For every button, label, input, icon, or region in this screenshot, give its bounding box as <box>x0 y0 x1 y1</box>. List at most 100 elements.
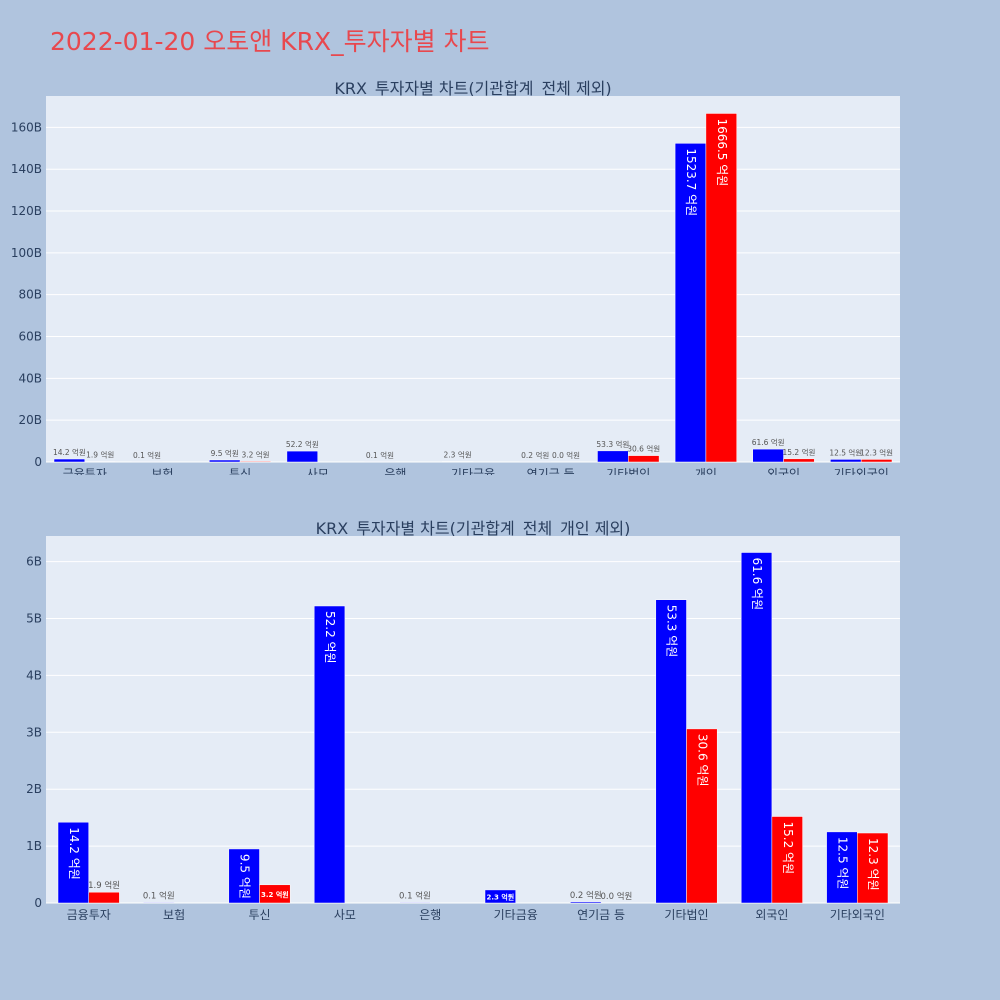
chart-excluding-individual: KRX_투자자별 차트(기관합계_전체_개인 제외) 0 1B 2B 3B 4B 5B 6B 금… <box>26 519 900 920</box>
bar-value-label: 1.9 억원 <box>88 880 120 891</box>
bar-value-label: 0.2 억원 <box>570 890 602 901</box>
x-tick-label: 은행 <box>419 907 441 920</box>
bar-sell <box>783 458 815 463</box>
bar-value-label: 61.6 억원 <box>752 438 785 447</box>
bar-value-label: 1.9 억원 <box>86 451 114 460</box>
x-tick-label: 기타금융 <box>451 467 495 475</box>
x-tick-label: 보험 <box>151 467 173 475</box>
y-tick-label: 120B <box>11 204 42 218</box>
bar-value-label: 0.2 억원 <box>521 451 549 460</box>
bar-value-label: 0.1 억원 <box>133 451 161 460</box>
x-tick-label: 금융투자 <box>67 908 111 920</box>
x-tick-label: 사모 <box>307 467 329 475</box>
y-tick-label: 0 <box>34 455 42 469</box>
x-tick-label: 기타법인 <box>606 467 650 475</box>
x-tick-label: 기타법인 <box>664 908 708 920</box>
bar-buy <box>143 902 175 904</box>
bar-value-label: 14.2 억원 <box>53 448 86 457</box>
y-tick-label: 6B <box>26 555 42 569</box>
bar-buy <box>484 889 516 904</box>
y-tick-label: 2B <box>26 782 42 796</box>
bar-buy <box>286 450 318 463</box>
bar-sell <box>628 455 660 463</box>
x-tick-label: 보험 <box>163 908 185 920</box>
bar-buy <box>570 901 602 904</box>
bar-buy <box>826 831 858 904</box>
x-tick-label: 기타외국인 <box>834 467 889 475</box>
x-tick-label: 금융투자 <box>63 467 107 475</box>
bar-buy <box>830 459 862 463</box>
y-tick-label: 3B <box>26 725 42 739</box>
bar-sell <box>259 884 291 904</box>
x-tick-label: 투신 <box>248 908 270 920</box>
bar-value-label: 52.2 억원 <box>323 611 337 664</box>
bar-buy <box>57 821 89 904</box>
bar-value-label: 0.1 억원 <box>366 451 394 460</box>
bar-sell <box>686 728 718 904</box>
y-tick-label: 20B <box>18 413 42 427</box>
bar-sell <box>239 461 272 463</box>
x-tick-label: 연기금 등 <box>577 908 625 920</box>
bar-sell <box>857 832 889 904</box>
bar-value-label: 30.6 억원 <box>695 734 709 787</box>
bar-value-label: 0.0 억원 <box>601 891 633 902</box>
bar-value-label: 12.5 억원 <box>829 448 862 457</box>
y-tick-label: 100B <box>11 246 42 260</box>
bar-value-label: 53.3 억원 <box>665 605 679 658</box>
y-tick-label: 4B <box>26 668 42 682</box>
bar-value-label: 52.2 억원 <box>286 440 319 449</box>
bar-value-label: 15.2 억원 <box>783 448 816 457</box>
y-tick-label: 160B <box>11 120 42 134</box>
y-tick-label: 5B <box>26 612 42 626</box>
bar-value-label: 9.5 억원 <box>238 854 252 899</box>
y-tick-label: 80B <box>18 288 42 302</box>
x-tick-label: 은행 <box>384 466 406 475</box>
bar-value-label: 9.5 억원 <box>211 449 239 458</box>
bar-value-label: 3.2 억원 <box>261 890 289 899</box>
x-tick-label: 외국인 <box>755 908 788 920</box>
bar-value-label: 12.3 억원 <box>866 838 880 891</box>
bar-sell <box>88 891 120 904</box>
x-tick-label: 사모 <box>334 908 356 920</box>
bar-value-label: 0.0 억원 <box>552 451 580 460</box>
x-tick-label: 외국인 <box>767 467 800 475</box>
bar-value-label: 15.2 억원 <box>781 822 795 875</box>
bar-value-label: 53.3 억원 <box>596 440 629 449</box>
x-tick-label: 기타금융 <box>494 908 538 920</box>
bar-value-label: 3.2 억원 <box>241 450 269 459</box>
bar-value-label: 1523.7 억원 <box>684 148 698 216</box>
bar-value-label: 12.3 억원 <box>860 448 893 457</box>
chart-excluding-institution-total: KRX_투자자별 차트(기관합계_전체 제외) 0 20B 40B 60B 80B 100B… <box>11 79 900 475</box>
bar-buy <box>740 552 773 904</box>
x-tick-label: 투신 <box>229 467 251 475</box>
bar-value-label: 12.5 억원 <box>835 837 849 890</box>
page-title: 2022-01-20 오토앤 KRX_투자자별 차트 <box>50 27 490 56</box>
bar-buy <box>228 848 260 904</box>
y-tick-label: 1B <box>26 839 42 853</box>
bar-value-label: 2.3 억원 <box>444 451 472 460</box>
bar-value-label: 2.3 억원 <box>486 892 514 901</box>
y-tick-label: 40B <box>18 371 42 385</box>
bar-value-label: 61.6 억원 <box>750 558 764 611</box>
bar-buy <box>313 605 346 904</box>
plot-area <box>46 96 900 462</box>
bar-buy <box>53 458 86 463</box>
bar-buy <box>752 448 784 463</box>
bar-sell <box>860 459 893 463</box>
bar-buy <box>399 902 431 904</box>
x-tick-label: 연기금 등 <box>527 467 575 475</box>
chart-title: KRX_투자자별 차트(기관합계_전체_개인 제외) <box>316 519 631 539</box>
y-tick-label: 60B <box>18 330 42 344</box>
bar-value-label: 0.1 억원 <box>399 890 431 901</box>
y-tick-label: 0 <box>34 896 42 910</box>
y-tick-label: 140B <box>11 162 42 176</box>
bar-buy <box>655 599 687 904</box>
bar-value-label: 14.2 억원 <box>67 827 81 880</box>
chart-title: KRX_투자자별 차트(기관합계_전체 제외) <box>334 79 611 99</box>
bar-buy <box>674 143 707 463</box>
bar-buy <box>209 459 241 463</box>
bar-sell <box>705 113 737 463</box>
bar-value-label: 1666.5 억원 <box>715 118 729 186</box>
bar-value-label: 30.6 억원 <box>627 445 660 454</box>
bar-sell <box>771 816 803 904</box>
